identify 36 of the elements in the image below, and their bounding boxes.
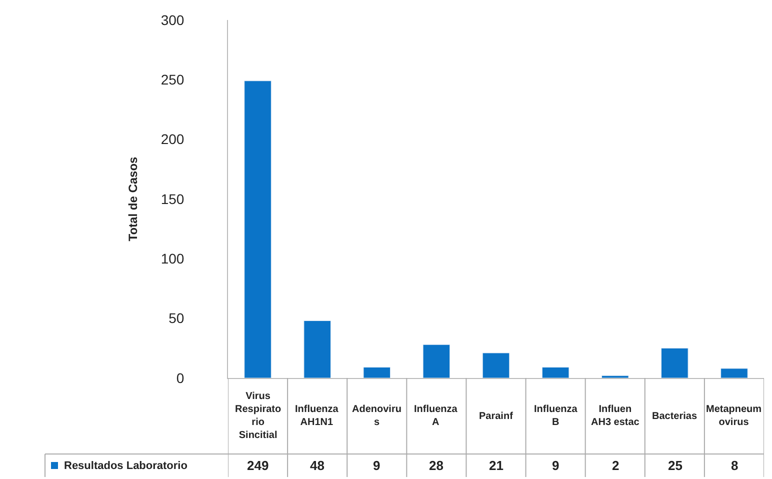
y-tick-label: 200: [160, 131, 184, 148]
x-tick-label: Influen AH3 estac: [591, 404, 640, 428]
data-label: 9: [373, 458, 380, 473]
y-tick-label: 300: [160, 12, 184, 28]
y-tick-label: 250: [160, 72, 184, 88]
data-label: 25: [668, 458, 682, 473]
y-tick-label: 150: [160, 190, 184, 207]
data-label: 8: [731, 458, 738, 473]
y-tick-label: 50: [168, 310, 184, 326]
bar: [244, 80, 272, 378]
data-label: 28: [429, 458, 444, 473]
bar: [363, 367, 391, 378]
bar: [304, 320, 331, 378]
bar: [601, 375, 629, 378]
data-label: 21: [489, 458, 504, 473]
x-tick-label: Bacterias: [652, 411, 698, 422]
data-label: 48: [310, 458, 324, 473]
bar: [482, 352, 510, 378]
y-tick-label: 100: [160, 250, 184, 267]
data-label: 249: [247, 458, 269, 473]
x-tick-label: Influenza AH1N1: [295, 404, 339, 428]
legend-label: Resultados Laboratorio: [64, 460, 188, 472]
x-tick-label: Parainf: [479, 411, 514, 422]
x-tick-label: Metapneumovirus: [706, 404, 762, 428]
bar: [422, 344, 450, 378]
bar: [720, 368, 748, 378]
x-tick-label: Virus Respiratorio Sincitial: [235, 391, 282, 441]
x-tick-label: Influenza B: [534, 404, 578, 428]
y-axis-title: Total de Casos: [126, 156, 140, 242]
bar: [542, 367, 570, 378]
y-tick-label: 0: [176, 370, 184, 386]
x-tick-label: Influenza A: [414, 404, 458, 428]
bar: [661, 348, 688, 378]
x-tick-label: Adenovirus: [352, 404, 402, 428]
data-label: 2: [612, 458, 620, 473]
data-label: 9: [552, 458, 560, 473]
